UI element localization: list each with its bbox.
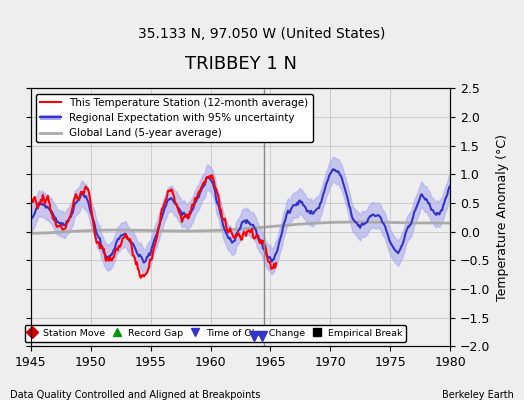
Text: Berkeley Earth: Berkeley Earth xyxy=(442,390,514,400)
Y-axis label: Temperature Anomaly (°C): Temperature Anomaly (°C) xyxy=(496,134,509,301)
Text: Data Quality Controlled and Aligned at Breakpoints: Data Quality Controlled and Aligned at B… xyxy=(10,390,261,400)
Text: 35.133 N, 97.050 W (United States): 35.133 N, 97.050 W (United States) xyxy=(138,27,386,41)
Legend: Station Move, Record Gap, Time of Obs. Change, Empirical Break: Station Move, Record Gap, Time of Obs. C… xyxy=(25,325,406,342)
Title: TRIBBEY 1 N: TRIBBEY 1 N xyxy=(184,55,297,73)
